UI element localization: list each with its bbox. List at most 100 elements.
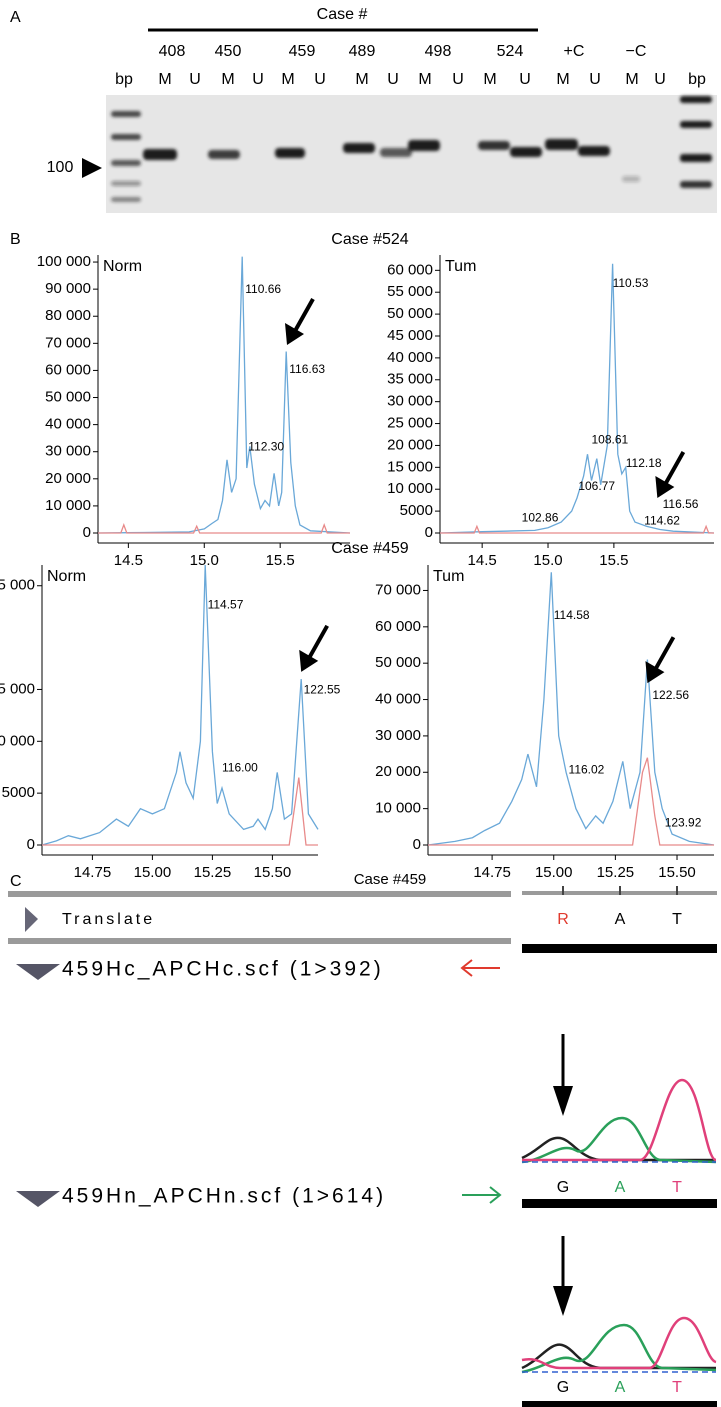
y-tick-label: 15 000 xyxy=(0,680,35,697)
trace xyxy=(427,572,715,846)
arrow-shaft xyxy=(653,636,676,671)
trace xyxy=(440,524,714,534)
track-name: 459Hn_APCHn.scf (1>614) xyxy=(62,1185,386,1208)
peak-label: 116.00 xyxy=(222,760,258,774)
well-label: U xyxy=(252,71,264,88)
base-call: A xyxy=(615,1379,626,1396)
y-tick-label: 25 000 xyxy=(387,415,433,432)
peak-label: 110.53 xyxy=(613,276,649,290)
well-label: M xyxy=(158,71,171,88)
y-tick-label: 55 000 xyxy=(387,283,433,300)
bp-label: bp xyxy=(688,71,706,88)
lane-label: 450 xyxy=(215,43,242,60)
lane-label: 489 xyxy=(349,43,376,60)
base-call: G xyxy=(557,1179,569,1196)
bands xyxy=(111,96,712,202)
track-name: 459Hc_APCHc.scf (1>392) xyxy=(62,958,384,981)
peak-label: 116.63 xyxy=(289,362,325,376)
y-tick-label: 40 000 xyxy=(387,349,433,366)
x-tick-label: 15.50 xyxy=(658,864,696,881)
well-label: U xyxy=(519,71,531,88)
base-call: A xyxy=(615,1179,626,1196)
arrow-head xyxy=(645,661,665,684)
peak-arrow xyxy=(285,297,315,345)
well-label: U xyxy=(589,71,601,88)
y-tick-label: 80 000 xyxy=(45,307,91,324)
panel-label: B xyxy=(10,231,21,248)
collapse-icon[interactable] xyxy=(16,1191,60,1207)
y-tick-label: 5000 xyxy=(400,502,433,519)
y-tick-label: 70 000 xyxy=(45,334,91,351)
peak-arrow xyxy=(299,624,329,672)
collapse-icon[interactable] xyxy=(16,964,60,980)
y-tick-label: 0 xyxy=(413,836,421,853)
peak-label: 102.86 xyxy=(522,510,559,524)
y-tick-label: 50 000 xyxy=(387,305,433,322)
peak-label: 122.56 xyxy=(652,688,689,702)
y-tick-label: 35 000 xyxy=(387,371,433,388)
y-tick-label: 20 000 xyxy=(387,436,433,453)
arrow-head xyxy=(299,649,319,672)
well-label: M xyxy=(556,71,569,88)
x-tick-label: 15.50 xyxy=(254,864,292,881)
bp-label: bp xyxy=(115,71,133,88)
chromatogram xyxy=(521,1078,717,1374)
y-tick-label: 10 000 xyxy=(387,480,433,497)
peak-label: 112.18 xyxy=(626,456,662,470)
base-call: T xyxy=(672,1179,682,1196)
y-tick-label: 20 000 xyxy=(375,763,421,780)
y-tick-label: 0 xyxy=(83,524,91,541)
well-label: U xyxy=(189,71,201,88)
well-label: M xyxy=(418,71,431,88)
peak-label: 110.66 xyxy=(245,282,281,296)
peak-label: 116.02 xyxy=(569,762,605,776)
translate-label: Translate xyxy=(62,911,155,928)
translated-base: A xyxy=(615,911,626,928)
arrow-shaft xyxy=(293,297,315,332)
peak-label: 116.56 xyxy=(663,497,699,511)
lane-label: +C xyxy=(564,43,585,60)
well-label: M xyxy=(281,71,294,88)
well-label: M xyxy=(625,71,638,88)
well-label: U xyxy=(452,71,464,88)
x-tick-label: 15.00 xyxy=(535,864,573,881)
x-tick-label: 15.0 xyxy=(190,552,219,569)
expand-icon[interactable] xyxy=(25,907,38,932)
chart-label: Tum xyxy=(445,258,476,275)
y-tick-label: 30 000 xyxy=(45,443,91,460)
well-label: M xyxy=(483,71,496,88)
arrow-shaft xyxy=(663,450,686,485)
panel-label: C xyxy=(10,873,22,890)
case-header: Case # xyxy=(317,6,368,23)
y-tick-label: 20 000 xyxy=(45,470,91,487)
peak-label: 123.92 xyxy=(665,815,702,829)
peak-label: 108.61 xyxy=(591,432,628,446)
x-tick-label: 15.00 xyxy=(134,864,172,881)
well-label: U xyxy=(654,71,666,88)
pointer-arrow xyxy=(553,1034,573,1316)
y-tick-label: 5000 xyxy=(2,784,35,801)
x-tick-label: 14.75 xyxy=(74,864,112,881)
y-tick-label: 60 000 xyxy=(375,618,421,635)
peak-arrow xyxy=(655,450,686,498)
y-tick-label: 10 000 xyxy=(45,497,91,514)
peak-label: 114.62 xyxy=(644,513,680,527)
x-tick-label: 14.5 xyxy=(468,552,497,569)
marker-arrowhead xyxy=(82,158,102,178)
x-tick-label: 14.5 xyxy=(114,552,143,569)
lane-label: 408 xyxy=(159,43,186,60)
case-title: Case #459 xyxy=(354,871,427,888)
y-tick-label: 25 000 xyxy=(0,577,35,594)
y-tick-label: 60 000 xyxy=(387,261,433,278)
y-tick-label: 100 000 xyxy=(37,253,91,270)
y-tick-label: 0 xyxy=(27,836,35,853)
y-tick-label: 50 000 xyxy=(375,654,421,671)
gel-image xyxy=(106,95,717,213)
track-bars xyxy=(8,886,717,1407)
chart-label: Norm xyxy=(103,258,142,275)
arrow-head xyxy=(655,475,675,498)
case-title: Case #459 xyxy=(331,540,408,557)
well-label: M xyxy=(355,71,368,88)
direction-arrow xyxy=(460,959,500,977)
